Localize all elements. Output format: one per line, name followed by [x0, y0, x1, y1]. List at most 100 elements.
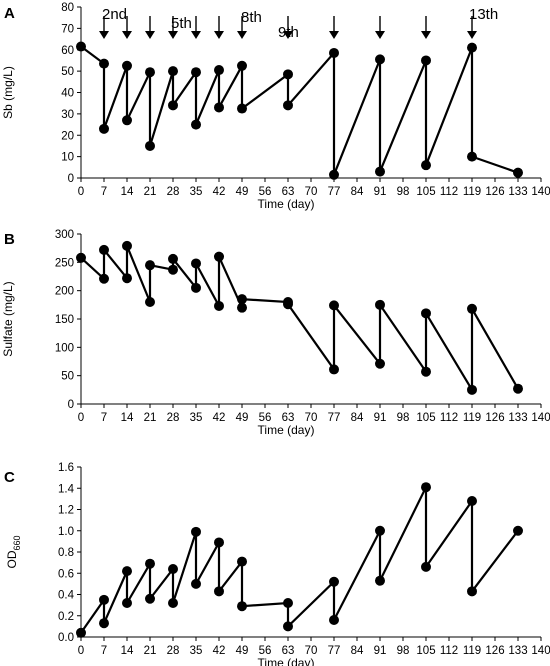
sampling-arrow-head — [122, 31, 132, 39]
panel-letter: A — [4, 5, 15, 22]
x-tick-label: 112 — [440, 645, 458, 657]
data-point — [145, 260, 155, 271]
x-tick-label: 84 — [351, 412, 364, 424]
x-tick-label: 105 — [416, 186, 435, 198]
data-point — [513, 383, 523, 394]
x-tick-label: 42 — [213, 412, 226, 424]
x-tick-label: 56 — [259, 186, 272, 198]
cycle-annotation: 9th — [278, 24, 299, 41]
x-tick-label: 56 — [259, 645, 272, 657]
y-tick-label: 60 — [61, 45, 74, 57]
data-point — [237, 601, 247, 612]
y-tick-label: 0.6 — [58, 568, 74, 580]
x-tick-label: 133 — [508, 645, 527, 657]
y-tick-label: 200 — [55, 286, 74, 298]
data-point — [283, 621, 293, 632]
series-line — [80, 486, 519, 634]
panel-letter: C — [4, 469, 15, 486]
y-tick-label: 250 — [55, 257, 74, 269]
y-axis-label: OD660 — [5, 535, 22, 568]
data-point — [467, 303, 477, 314]
data-point — [145, 558, 155, 569]
data-point — [375, 358, 385, 369]
data-point — [467, 42, 477, 53]
data-point — [191, 526, 201, 537]
x-tick-label: 56 — [259, 412, 272, 424]
data-point — [513, 167, 523, 178]
data-point — [191, 578, 201, 589]
data-point — [283, 100, 293, 111]
x-tick-label: 91 — [374, 645, 387, 657]
data-point — [99, 594, 109, 605]
x-tick-label: 91 — [374, 186, 387, 198]
data-point — [421, 160, 431, 171]
x-tick-label: 112 — [440, 186, 458, 198]
data-point — [421, 366, 431, 377]
cycle-annotation: 8th — [241, 9, 262, 26]
y-tick-label: 0.8 — [58, 547, 74, 559]
data-point — [513, 525, 523, 536]
data-point — [145, 297, 155, 307]
data-point — [375, 575, 385, 586]
data-point — [122, 240, 132, 251]
y-axis-label: Sulfate (mg/L) — [1, 281, 15, 356]
data-point — [214, 300, 224, 311]
y-tick-label: 70 — [61, 23, 74, 35]
x-tick-label: 70 — [305, 645, 318, 657]
x-tick-label: 0 — [78, 186, 84, 198]
x-tick-label: 70 — [305, 412, 318, 424]
y-axis-label-main: OD — [5, 550, 19, 568]
cycle-annotation: 13th — [469, 6, 498, 23]
data-point — [191, 258, 201, 269]
cycle-annotation: 5th — [171, 15, 192, 32]
y-tick-label: 20 — [61, 130, 74, 142]
x-tick-label: 14 — [121, 186, 134, 198]
data-point — [237, 294, 247, 305]
data-point — [283, 69, 293, 80]
data-point — [191, 67, 201, 78]
panel-letter: B — [4, 231, 15, 248]
data-point — [122, 60, 132, 71]
data-point — [237, 60, 247, 71]
data-point — [329, 364, 339, 375]
y-tick-label: 0.4 — [58, 590, 75, 602]
data-point — [99, 244, 109, 255]
data-point — [168, 598, 178, 608]
x-tick-label: 119 — [463, 645, 481, 657]
y-tick-label: 300 — [55, 229, 74, 241]
y-axis-label-subscript: 660 — [12, 535, 22, 550]
x-tick-label: 133 — [508, 186, 527, 198]
sampling-arrow-head — [283, 31, 293, 39]
x-tick-label: 14 — [121, 645, 134, 657]
data-point — [214, 537, 224, 548]
data-point — [99, 123, 109, 134]
y-axis-label: Sb (mg/L) — [1, 66, 15, 119]
x-tick-label: 63 — [282, 645, 295, 657]
data-point — [283, 598, 293, 608]
data-point — [122, 115, 132, 126]
y-tick-label: 50 — [61, 66, 74, 78]
x-tick-label: 105 — [416, 412, 435, 424]
x-tick-label: 28 — [167, 645, 180, 657]
x-tick-label: 49 — [236, 412, 249, 424]
y-tick-label: 1.2 — [58, 505, 74, 517]
data-point — [237, 556, 247, 567]
x-tick-label: 140 — [531, 645, 550, 657]
sampling-arrow-head — [375, 31, 385, 39]
x-axis-label: Time (day) — [258, 197, 315, 211]
data-point — [375, 525, 385, 536]
sampling-arrow-head — [329, 31, 339, 39]
x-tick-label: 42 — [213, 186, 226, 198]
x-tick-label: 77 — [328, 645, 341, 657]
y-tick-label: 0 — [68, 173, 74, 185]
data-point — [168, 66, 178, 77]
x-tick-label: 84 — [351, 645, 364, 657]
sampling-arrow-head — [168, 31, 178, 39]
data-point — [99, 58, 109, 69]
data-point — [168, 264, 178, 275]
data-point — [145, 67, 155, 78]
data-point — [168, 253, 178, 264]
x-tick-label: 119 — [463, 186, 481, 198]
series-line — [80, 245, 519, 394]
y-tick-label: 0.2 — [58, 611, 74, 623]
